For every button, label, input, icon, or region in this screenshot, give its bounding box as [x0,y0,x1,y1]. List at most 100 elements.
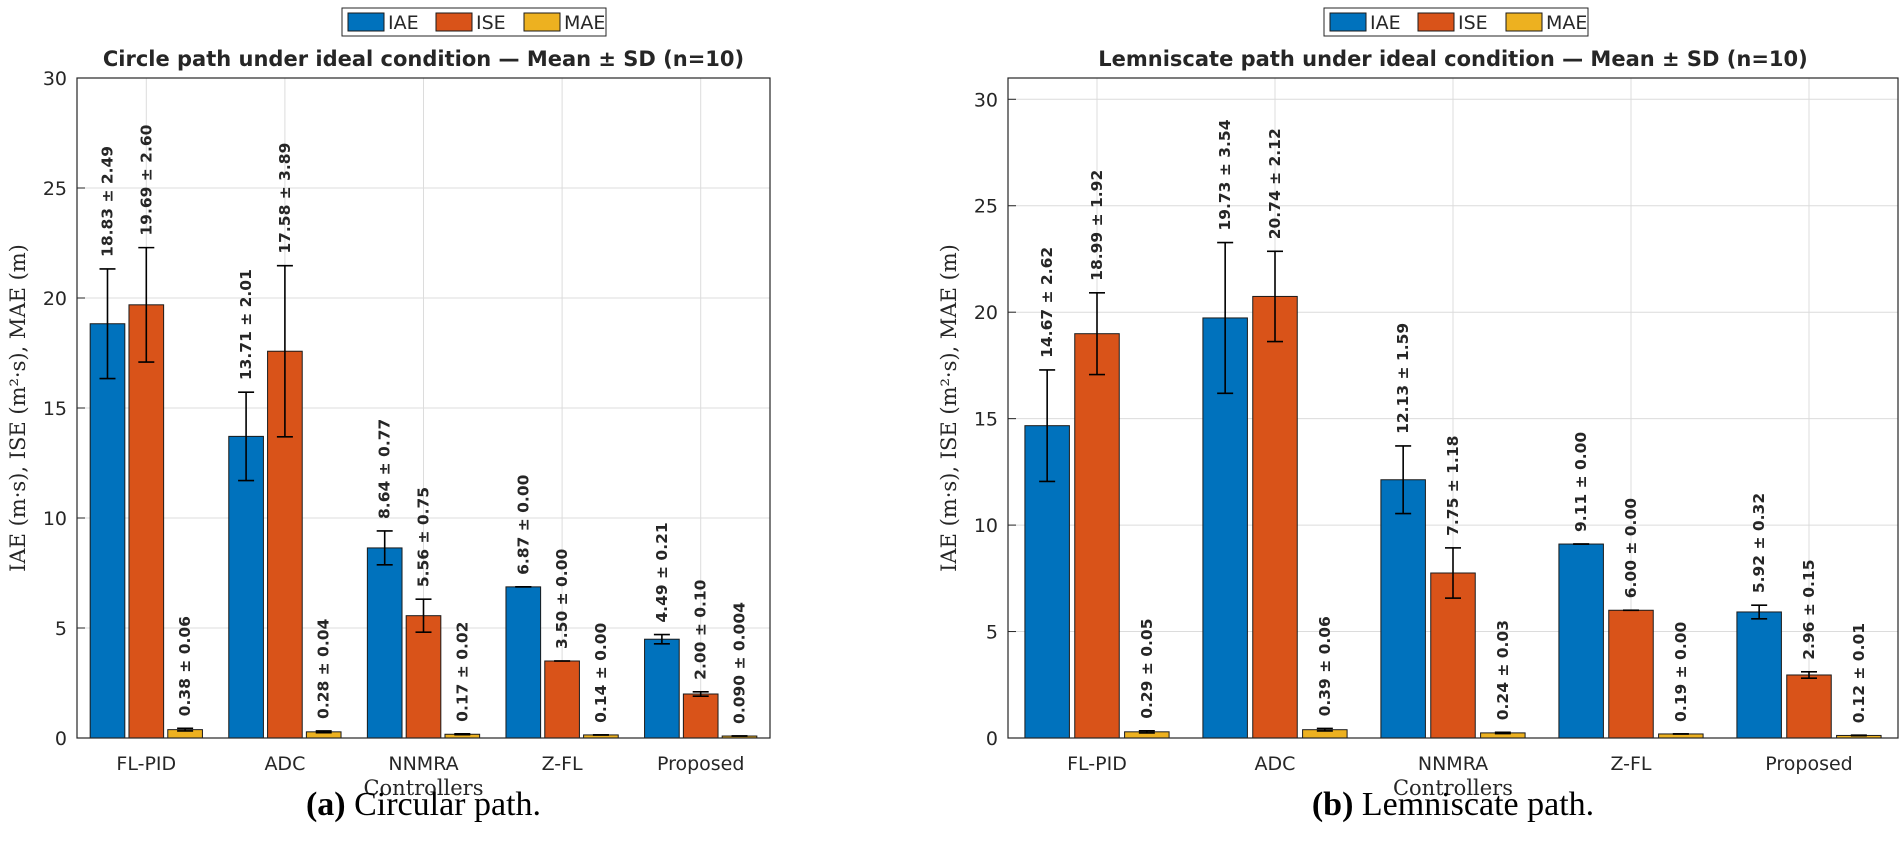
figure-caption: (a) Circular path. [306,786,541,823]
data-label: 3.50 ± 0.00 [553,549,571,649]
bar-iae [89,323,126,739]
x-tick-label: ADC [1255,753,1296,775]
x-tick-label: NNMRA [388,753,458,775]
bar-iae [644,638,680,739]
bar-iae [366,547,403,739]
x-tick-label: Proposed [657,753,744,775]
bar-iae [1736,611,1782,739]
legend-box [1323,7,1589,37]
y-tick-label: 15 [974,409,998,431]
bar-iae [228,435,264,739]
bar-ise [1608,609,1654,739]
legend-label-ise: ISE [476,12,506,34]
data-label: 0.17 ± 0.02 [453,622,471,722]
x-tick-label: Z-FL [1610,753,1651,775]
y-tick-label: 10 [43,508,67,530]
legend-swatch-ise [1417,12,1455,32]
legend-swatch-mae [1505,12,1543,32]
axes-frame [76,77,771,739]
y-tick-label: 30 [974,89,998,111]
data-label: 5.56 ± 0.75 [415,487,433,587]
caption-label: (b) [1312,786,1354,823]
x-tick-label: NNMRA [1418,753,1488,775]
bar-ise [682,693,719,739]
x-axis-label: Controllers [363,776,483,800]
data-label: 6.87 ± 0.00 [514,474,532,574]
legend-swatch-mae [523,12,561,32]
legend-box [341,7,607,37]
legend-swatch-iae [1329,12,1367,32]
caption-text: Lemniscate path. [1353,786,1594,823]
data-label: 4.49 ± 0.21 [653,522,671,622]
data-label: 0.19 ± 0.00 [1672,621,1690,721]
y-tick-label: 10 [974,515,998,537]
data-label: 17.58 ± 3.89 [276,143,294,254]
data-label: 19.73 ± 3.54 [1216,119,1234,230]
y-tick-label: 0 [55,728,67,750]
data-label: 0.12 ± 0.01 [1850,623,1868,723]
data-label: 6.00 ± 0.00 [1622,498,1640,598]
data-label: 0.14 ± 0.00 [592,622,610,722]
y-tick-label: 0 [986,728,998,750]
data-label: 0.24 ± 0.03 [1494,620,1512,720]
axes-frame [1007,77,1899,739]
data-label: 12.13 ± 1.59 [1394,323,1412,434]
data-label: 0.38 ± 0.06 [176,616,194,716]
legend: IAE ISE MAE [1323,7,1589,37]
data-label: 0.090 ± 0.004 [731,602,749,724]
caption-text: Circular path. [346,786,541,823]
data-label: 2.00 ± 0.10 [692,579,710,679]
bar-iae [1558,543,1604,739]
data-label: 0.29 ± 0.05 [1138,618,1156,718]
x-tick-label: Proposed [1765,753,1852,775]
legend-swatch-iae [347,12,385,32]
legend: IAE ISE MAE [341,7,607,37]
bar-iae [505,586,542,739]
legend-label-mae: MAE [1546,12,1587,34]
data-label: 8.64 ± 0.77 [376,419,394,519]
data-label: 7.75 ± 1.18 [1444,436,1462,536]
legend-label-iae: IAE [388,12,419,34]
y-tick-label: 20 [974,302,998,324]
data-label: 0.28 ± 0.04 [315,618,333,718]
x-tick-label: FL-PID [1067,753,1127,775]
figure-caption: (b) Lemniscate path. [1312,786,1594,823]
data-label: 18.99 ± 1.92 [1088,170,1106,281]
y-tick-label: 25 [974,196,998,218]
data-label: 14.67 ± 2.62 [1038,247,1056,358]
bar-ise [405,615,442,739]
bar-ise [1074,333,1120,739]
x-tick-label: FL-PID [116,753,176,775]
legend-label-ise: ISE [1458,12,1488,34]
legend-swatch-ise [435,12,473,32]
data-label: 19.69 ± 2.60 [137,124,155,235]
y-tick-label: 5 [55,618,67,640]
y-tick-label: 25 [43,178,67,200]
y-tick-label: 20 [43,288,67,310]
data-label: 20.74 ± 2.12 [1266,128,1284,239]
y-tick-label: 5 [986,622,998,644]
x-tick-label: Z-FL [542,753,583,775]
y-axis-label: IAE (m·s), ISE (m²·s), MAE (m) [6,244,30,572]
data-label: 0.39 ± 0.06 [1316,616,1334,716]
bar-ise [1786,674,1832,739]
chart-title: Circle path under ideal condition — Mean… [103,47,744,71]
x-axis-label: Controllers [1393,776,1513,800]
legend-label-iae: IAE [1370,12,1401,34]
x-tick-label: ADC [264,753,305,775]
bar-ise [128,304,165,739]
chart-title: Lemniscate path under ideal condition — … [1098,47,1807,71]
y-tick-label: 30 [43,68,67,90]
data-label: 2.96 ± 0.15 [1800,560,1818,660]
caption-label: (a) [306,786,346,823]
y-tick-label: 15 [43,398,67,420]
bar-iae [1380,479,1426,739]
data-label: 5.92 ± 0.32 [1750,493,1768,593]
data-label: 13.71 ± 2.01 [237,269,255,380]
data-label: 18.83 ± 2.49 [98,146,116,257]
bar-ise [1252,295,1298,739]
chart-panel-1: 0 5 10 15 20 25 30 FL-PID ADC NNMRA Z-FL Proposed 18… [6,7,771,823]
y-axis-label: IAE (m·s), ISE (m²·s), MAE (m) [937,244,961,572]
data-label: 9.11 ± 0.00 [1572,432,1590,532]
